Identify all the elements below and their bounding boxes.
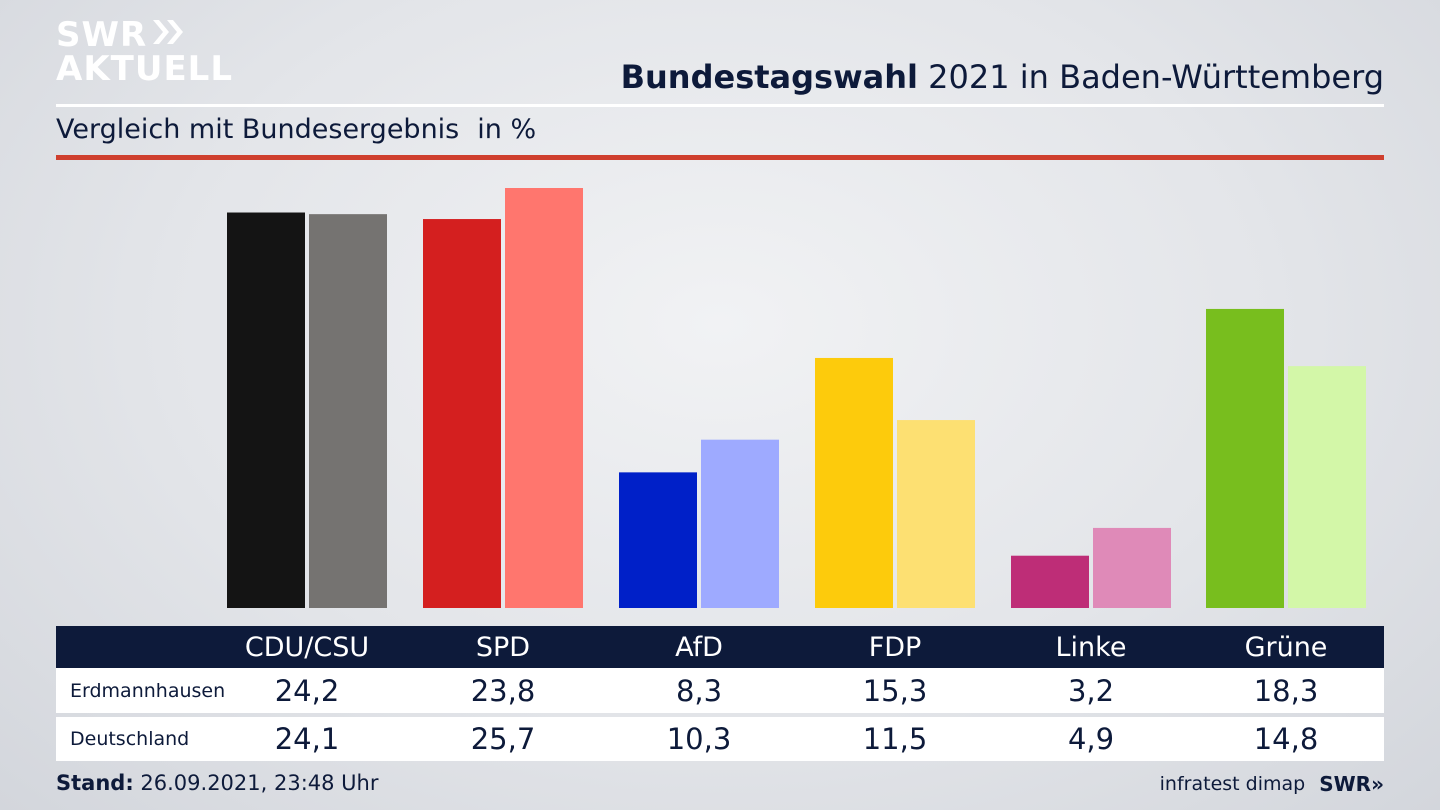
source-label: infratest dimap [1159,773,1306,795]
title-divider [56,104,1384,107]
chart-title: Bundestagswahl 2021 in Baden-Württemberg [621,58,1384,96]
subtitle-text: Vergleich mit Bundesergebnis [56,114,460,145]
row-label: Deutschland [70,728,190,750]
value-cell: 15,3 [862,673,928,708]
value-cell: 10,3 [666,722,732,756]
bar-deutschland-2 [701,439,779,608]
value-cell: 23,8 [470,673,536,708]
bar-deutschland-0 [309,214,387,608]
bar-deutschland-5 [1288,366,1366,608]
column-header: CDU/CSU [244,631,370,663]
bar-deutschland-4 [1093,527,1171,608]
logo-aktuell-text: AKTUELL [56,49,234,89]
bar-erdmannhausen-1 [423,219,501,608]
value-cell: 25,7 [470,722,536,756]
bar-deutschland-1 [505,188,583,608]
value-cell: 18,3 [1253,673,1319,708]
column-header: AfD [675,631,723,663]
value-cell: 14,8 [1253,722,1319,756]
unit-label: in % [477,114,537,145]
bar-erdmannhausen-3 [815,357,893,608]
value-cell: 24,1 [274,722,340,756]
results-table: CDU/CSU SPD AfD FDP Linke Grüne Erdmannhausen… [56,626,1384,761]
swr-brand-icon: SWR» [1319,772,1384,796]
row-label: Erdmannhausen [70,679,226,702]
table-row-erdmannhausen: Erdmannhausen 24,2 23,8 8,3 15,3 3,2 18,3 [56,668,1384,713]
title-bold: Bundestagswahl [620,58,918,96]
value-cell: 8,3 [675,673,723,708]
bar-deutschland-3 [897,420,975,608]
table-header-row: CDU/CSU SPD AfD FDP Linke Grüne [56,626,1384,668]
chart-subtitle: Vergleich mit Bundesergebnis in % [56,114,536,145]
value-cell: 24,2 [274,673,340,708]
bar-erdmannhausen-2 [619,472,697,608]
table-row-deutschland: Deutschland 24,1 25,7 10,3 11,5 4,9 14,8 [56,717,1384,761]
stand-value: 26.09.2021, 23:48 Uhr [133,771,379,795]
column-header: Grüne [1244,631,1328,663]
logo-chevron-icon [151,18,185,52]
column-header: SPD [475,631,531,663]
title-rest: 2021 in Baden-Württemberg [917,58,1384,96]
column-header: Linke [1055,631,1127,663]
value-cell: 3,2 [1067,673,1115,708]
bar-chart [227,188,1366,609]
timestamp: Stand: 26.09.2021, 23:48 Uhr [56,771,379,795]
value-cell: 4,9 [1067,722,1115,756]
column-header: FDP [868,631,922,663]
value-cell: 11,5 [862,722,928,756]
bar-erdmannhausen-0 [227,212,305,609]
swr-aktuell-logo: SWR AKTUELL [56,18,233,86]
bar-erdmannhausen-4 [1011,555,1089,608]
stand-label: Stand: [56,771,134,795]
subtitle-divider [56,155,1384,160]
logo-swr-text: SWR [56,15,148,55]
bar-erdmannhausen-5 [1206,308,1284,608]
source-credit: infratest dimap SWR» [1160,772,1384,796]
